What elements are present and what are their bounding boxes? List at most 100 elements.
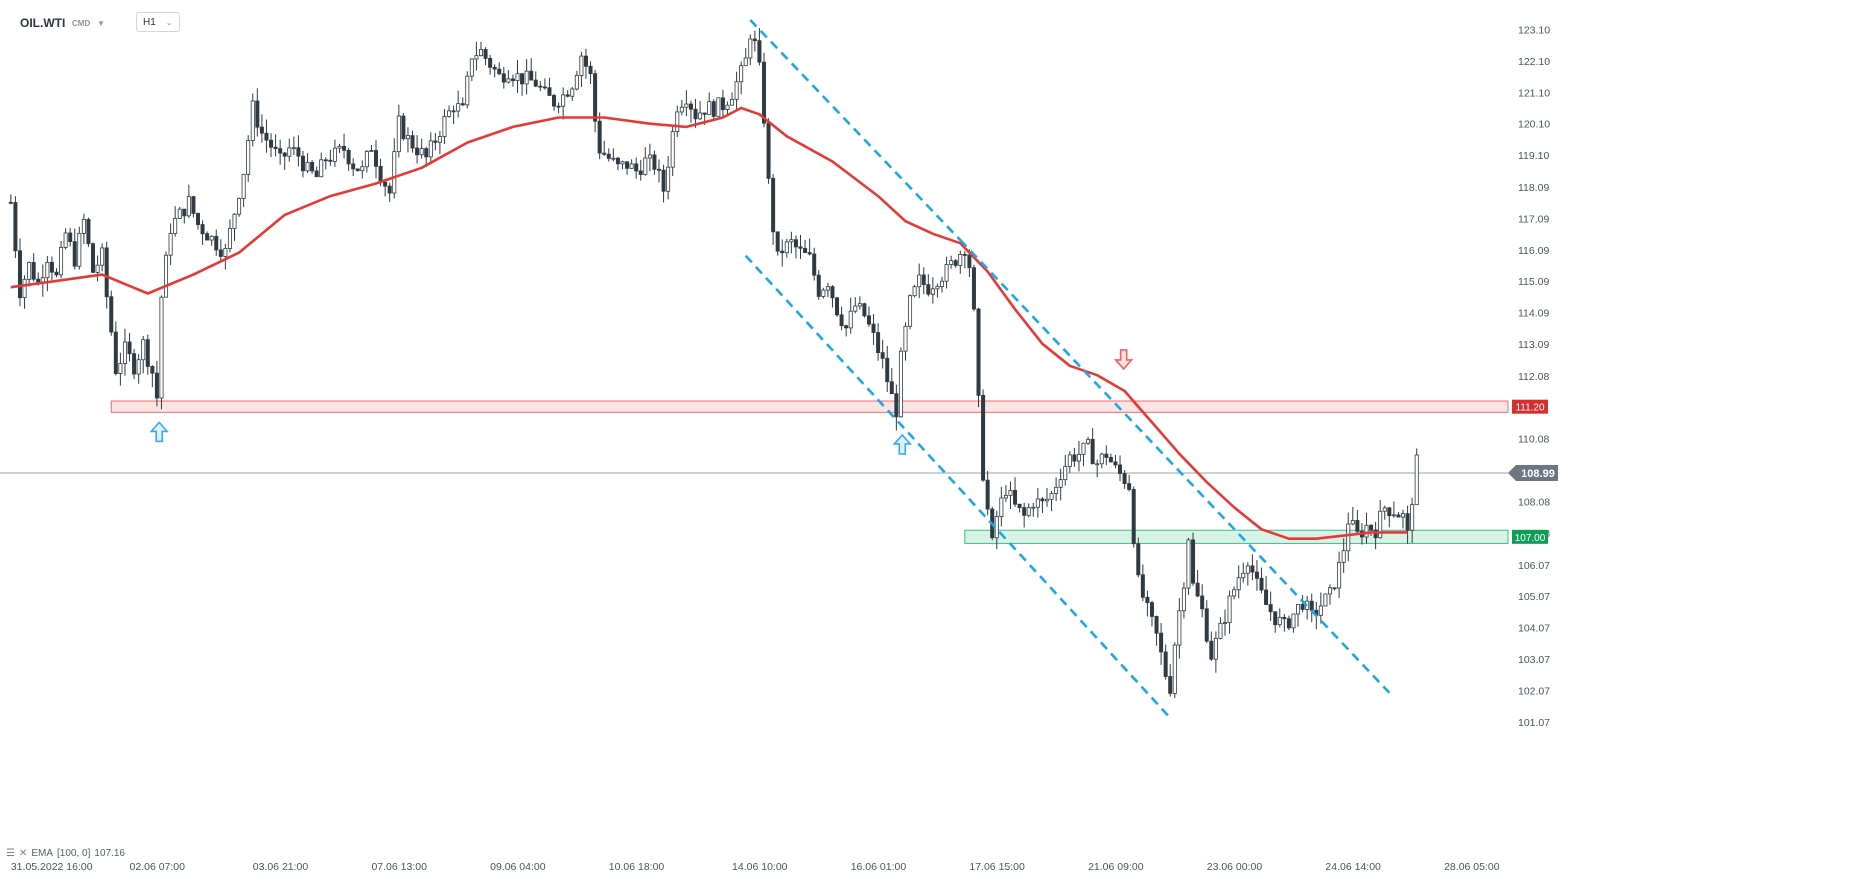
x-tick-label: 09.06 04:00 (490, 861, 546, 873)
candle-body (492, 66, 497, 70)
candle-body (1414, 454, 1419, 506)
candle-body (798, 246, 803, 249)
x-tick-label: 17.06 15:00 (969, 861, 1025, 873)
candle-body (1341, 550, 1346, 563)
candle-body (839, 314, 844, 327)
candle-body (647, 154, 652, 159)
candle-body (1054, 486, 1059, 494)
candle-body (602, 152, 607, 155)
symbol-label[interactable]: OIL.WTI (20, 16, 66, 30)
candle-body (109, 296, 114, 333)
candle-body (657, 168, 662, 171)
candle-body (415, 147, 420, 156)
candle-body (1241, 572, 1246, 579)
candle-body (538, 85, 543, 88)
candle-body (77, 233, 82, 267)
candle-body (1136, 543, 1141, 576)
candle-body (771, 177, 776, 233)
candle-body (300, 155, 305, 172)
candle-body (510, 78, 515, 81)
candle-body (803, 247, 808, 253)
candle-body (542, 86, 547, 89)
candle-body (857, 303, 862, 307)
candle-body (310, 162, 315, 172)
candle-body (1268, 604, 1273, 613)
arrow-up-icon (149, 421, 169, 443)
candle-body (182, 208, 187, 217)
candle-body (1264, 589, 1269, 605)
list-icon[interactable]: ☰ (6, 848, 15, 859)
candle-body (775, 231, 780, 252)
candle-body (844, 325, 849, 329)
candle-body (1369, 524, 1374, 531)
candle-body (634, 163, 639, 172)
signal-arrows-layer (149, 349, 1134, 455)
candle-body (1022, 507, 1027, 516)
candle-body (565, 94, 570, 97)
candle-body (1049, 493, 1054, 500)
candle-body (1218, 622, 1223, 639)
candle-body (214, 235, 219, 251)
candle-body (1373, 529, 1378, 539)
candle-body (752, 38, 757, 42)
candle-body (145, 339, 150, 367)
candle-body (793, 239, 798, 248)
support-price-badge-bg (1512, 529, 1548, 544)
y-tick-label: 120.10 (1518, 119, 1550, 131)
candle-body (269, 139, 274, 148)
candle-body (465, 75, 470, 106)
candle-body (1309, 600, 1314, 611)
x-axis: 31.05.2022 16:00 02.06 07:00 03.06 21:00 07… (11, 861, 1500, 873)
candle-body (1254, 571, 1259, 579)
candle-body (981, 394, 986, 481)
candle-body (218, 249, 223, 257)
y-tick-label: 118.09 (1518, 182, 1549, 194)
candle-body (1291, 613, 1296, 629)
candle-body (387, 185, 392, 194)
timeframe-dropdown[interactable]: H1 ⌄ (136, 12, 180, 32)
channel-line[interactable] (744, 254, 1172, 719)
candle-body (132, 353, 137, 375)
close-icon[interactable]: ✕ (18, 848, 28, 859)
candle-body (237, 198, 242, 215)
candle-body (8, 201, 13, 204)
y-axis: 101.07 102.07 103.07 104.07 105.07 106.07 107.… (1518, 24, 1550, 729)
candle-body (424, 148, 429, 158)
candle-body (469, 58, 474, 77)
y-tick-label: 112.08 (1518, 371, 1549, 383)
candle-body (501, 73, 506, 83)
candle-body (629, 163, 634, 169)
candle-body (360, 166, 365, 172)
candle-body (574, 75, 579, 90)
channel-line[interactable] (959, 239, 1391, 694)
zones-layer (110, 400, 1509, 544)
chevron-down-icon[interactable]: ▼ (97, 18, 105, 28)
candle-body (912, 286, 917, 297)
candle-body (871, 323, 876, 333)
candle-body (679, 106, 684, 113)
candle-body (1410, 504, 1415, 531)
candle-body (91, 243, 96, 273)
candle-body (1008, 490, 1013, 496)
candle-body (1113, 461, 1118, 466)
candle-body (282, 152, 287, 157)
candle-body (766, 122, 771, 179)
candle-body (1149, 602, 1154, 617)
candle-body (552, 95, 557, 107)
candle-body (720, 97, 725, 111)
candle-body (908, 295, 913, 327)
candle-body (1095, 463, 1100, 466)
candle-body (1044, 498, 1049, 502)
candle-body (1204, 608, 1209, 642)
channel-line[interactable] (749, 19, 962, 241)
candle-body (383, 181, 388, 187)
candle-body (1245, 565, 1250, 574)
candle-body (410, 135, 415, 149)
candle-body (529, 70, 534, 81)
candle-body (1067, 454, 1072, 467)
candle-body (428, 140, 433, 158)
x-tick-label: 16.06 01:00 (851, 861, 907, 873)
candle-body (305, 162, 310, 172)
